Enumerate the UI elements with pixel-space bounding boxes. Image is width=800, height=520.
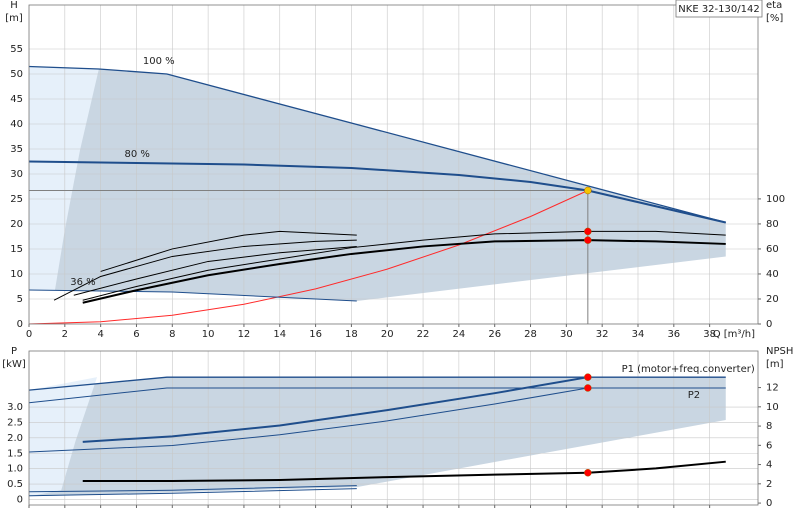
operating-area xyxy=(29,66,99,290)
curve xyxy=(29,387,726,404)
y-tick-label: 5 xyxy=(17,294,23,305)
y-tick-label: 15 xyxy=(10,244,23,255)
x-tick-label: 0 xyxy=(26,329,32,340)
x-axis-label: Q [m³/h] xyxy=(713,329,755,340)
curve xyxy=(29,387,588,453)
y-tick-label: 30 xyxy=(10,169,23,180)
x-tick-label: 8 xyxy=(169,329,175,340)
y2-axis-label: eta xyxy=(766,0,782,11)
y-tick-label: 1.0 xyxy=(7,464,23,475)
plot-area xyxy=(29,351,758,505)
y-tick-label: 2.5 xyxy=(7,417,23,428)
duty-point xyxy=(584,227,592,236)
plot-frame xyxy=(28,350,759,506)
x-tick-label: 16 xyxy=(309,329,322,340)
y2-tick-label: 4 xyxy=(766,460,772,471)
plot-frame xyxy=(28,4,759,325)
x-tick-label: 22 xyxy=(417,329,430,340)
y-axis-label: H xyxy=(10,0,18,11)
chart-title: NKE 32-130/142 xyxy=(678,4,759,15)
curve xyxy=(29,488,357,497)
y2-tick-label: 10 xyxy=(766,402,779,413)
y-tick-label: 0 xyxy=(17,319,23,330)
x-tick-label: 14 xyxy=(273,329,286,340)
y2-tick-label: 80 xyxy=(766,219,779,230)
curve xyxy=(82,239,726,304)
duty-point xyxy=(584,186,592,195)
curve xyxy=(73,245,357,296)
x-tick-label: 6 xyxy=(133,329,139,340)
y-tick-label: 55 xyxy=(10,44,23,55)
duty-point xyxy=(584,373,592,381)
y-tick-label: 40 xyxy=(10,119,23,130)
x-tick-label: 12 xyxy=(238,329,251,340)
x-tick-label: 24 xyxy=(453,329,466,340)
x-tick-label: 26 xyxy=(488,329,501,340)
y2-tick-label: 8 xyxy=(766,421,772,432)
curve xyxy=(29,485,357,493)
curve xyxy=(29,289,357,302)
curve xyxy=(53,239,357,301)
y2-axis-unit: [m] xyxy=(766,359,784,370)
y2-tick-label: 0 xyxy=(766,498,772,509)
operating-area xyxy=(29,377,726,497)
y-tick-label: 2.0 xyxy=(7,433,23,444)
x-tick-label: 20 xyxy=(381,329,394,340)
y2-tick-label: 2 xyxy=(766,479,772,490)
curve xyxy=(29,160,726,224)
x-tick-label: 18 xyxy=(345,329,358,340)
curve-label: 80 % xyxy=(124,149,149,160)
y2-tick-label: 60 xyxy=(766,244,779,255)
y-tick-label: 45 xyxy=(10,94,23,105)
y2-axis-unit: [%] xyxy=(766,13,783,24)
x-tick-label: 4 xyxy=(97,329,103,340)
curve xyxy=(29,190,589,324)
y-axis-unit: [m] xyxy=(5,13,23,24)
y2-tick-label: 6 xyxy=(766,440,772,451)
y-tick-label: 0 xyxy=(17,494,23,505)
duty-point xyxy=(584,384,592,392)
y-axis-label: P xyxy=(11,346,17,357)
y-axis-unit: [kW] xyxy=(2,359,26,370)
y-tick-label: 25 xyxy=(10,194,23,205)
curve-label: P1 (motor+freq.converter) xyxy=(622,364,755,375)
curve-label: 36 % xyxy=(70,277,95,288)
y2-axis-label: NPSH xyxy=(766,346,793,357)
curve xyxy=(100,230,357,272)
y2-tick-label: 20 xyxy=(766,294,779,305)
x-tick-label: 28 xyxy=(524,329,537,340)
y2-tick-label: 40 xyxy=(766,269,779,280)
operating-area xyxy=(29,66,726,301)
title-box xyxy=(675,0,763,18)
y2-tick-label: 12 xyxy=(766,383,779,394)
curve xyxy=(29,65,726,224)
x-tick-label: 2 xyxy=(62,329,68,340)
curve xyxy=(29,376,726,391)
curve xyxy=(82,460,726,482)
curve-label: 100 % xyxy=(143,56,175,67)
duty-point xyxy=(584,236,592,244)
y2-tick-label: 0 xyxy=(766,319,772,330)
y-tick-label: 1.5 xyxy=(7,448,23,459)
x-tick-label: 30 xyxy=(560,329,573,340)
y-tick-label: 20 xyxy=(10,219,23,230)
plot-area xyxy=(29,5,758,324)
y-tick-label: 10 xyxy=(10,269,23,280)
x-tick-label: 36 xyxy=(667,329,680,340)
x-tick-label: 32 xyxy=(596,329,609,340)
y-tick-label: 50 xyxy=(10,69,23,80)
y-tick-label: 35 xyxy=(10,144,23,155)
x-tick-label: 10 xyxy=(202,329,215,340)
duty-point xyxy=(584,469,592,477)
y-tick-label: 3.0 xyxy=(7,402,23,413)
x-tick-label: 38 xyxy=(703,329,716,340)
x-tick-label: 34 xyxy=(632,329,645,340)
curve-label: P2 xyxy=(688,390,700,401)
curve xyxy=(82,230,726,301)
curve xyxy=(82,376,589,443)
y-tick-label: 0.5 xyxy=(7,479,23,490)
y2-tick-label: 100 xyxy=(766,194,785,205)
